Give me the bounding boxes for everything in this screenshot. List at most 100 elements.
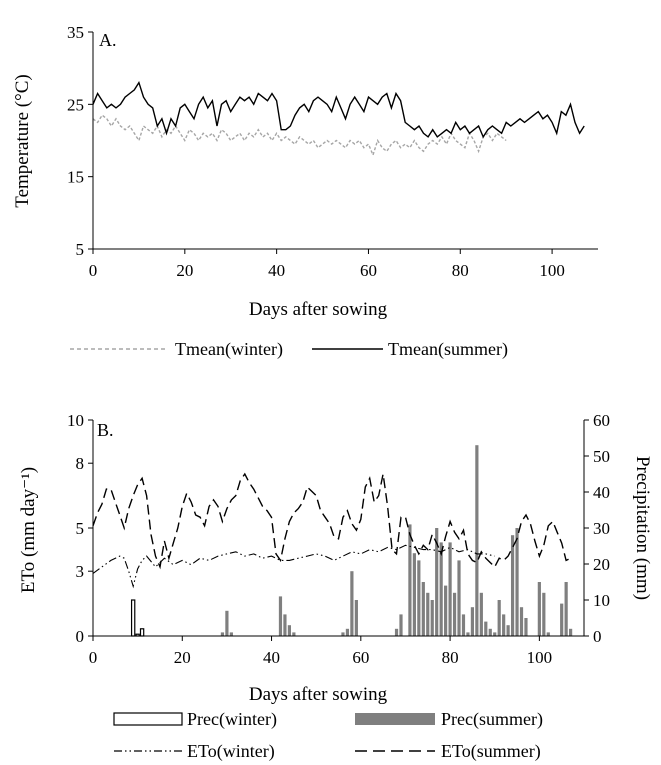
- x-tick-label: 60: [352, 648, 369, 667]
- y2-tick-label: 0: [593, 627, 602, 646]
- series-line-eto-winter: [92, 544, 495, 589]
- x-tick-label: 20: [176, 261, 193, 280]
- x-tick-label: 0: [89, 648, 98, 667]
- y2-tick-label: 50: [593, 447, 610, 466]
- x-tick-label: 0: [89, 261, 98, 280]
- bar-prec-summer: [220, 632, 225, 636]
- bar-prec-summer: [484, 621, 488, 636]
- x-tick-label: 60: [360, 261, 377, 280]
- bar-prec-summer: [542, 592, 546, 636]
- panel-b-series-layer: [92, 472, 571, 589]
- bar-prec-summer: [457, 560, 461, 636]
- bar-prec-winter: [130, 599, 136, 637]
- panel-b-x-axis-label: Days after sowing: [249, 684, 388, 705]
- bar-prec-summer: [524, 618, 528, 636]
- x-tick-label: 80: [452, 261, 469, 280]
- bar-prec-summer: [408, 524, 412, 636]
- bar-prec-summer: [488, 628, 492, 636]
- bar-prec-summer: [341, 632, 345, 636]
- bar-prec-summer: [479, 592, 483, 636]
- bar-prec-summer: [466, 632, 470, 636]
- bar-prec-summer: [287, 625, 291, 636]
- panel-a-x-ticks: 0 20 40 60 80 100: [89, 249, 565, 280]
- x-tick-label: 20: [174, 648, 191, 667]
- y2-tick-label: 60: [593, 411, 610, 430]
- panel-a-label: A.: [99, 30, 117, 50]
- bar-prec-summer: [283, 614, 287, 636]
- panel-a-x-axis-label: Days after sowing: [249, 299, 388, 320]
- bar-prec-summer: [560, 603, 564, 636]
- bar-prec-summer: [229, 632, 233, 636]
- y-tick-label: 3: [76, 562, 85, 581]
- bar-prec-summer: [292, 632, 296, 636]
- panel-b-right-y-axis-label: Precipitation (mm): [632, 456, 653, 600]
- bar-prec-summer: [354, 600, 358, 636]
- panel-b-legend: Prec(winter) Prec(summer) ETo(winter) ET…: [113, 709, 543, 762]
- panel-a-y-axis-label: Temperature (°C): [12, 74, 33, 207]
- panel-b-eto-precipitation-chart: 0 3 5 8 10 0 10 20 30 40 50 60 0 20 40 60 80 100 B. ETo…: [18, 411, 653, 762]
- panel-b-left-y-ticks: 0 3 5 8 10: [67, 411, 93, 646]
- panel-a-temperature-chart: 5 15 25 35 0 20 40 60 80 100 A. Temperature (°C)…: [12, 23, 598, 360]
- bar-prec-summer: [519, 607, 524, 636]
- panel-b-bars-layer: [130, 445, 573, 637]
- panel-b-right-y-ticks: 0 10 20 30 40 50 60: [584, 411, 610, 646]
- panel-b-x-ticks: 0 20 40 60 80 100: [89, 636, 552, 667]
- bar-prec-summer: [435, 528, 439, 636]
- bar-prec-summer: [461, 614, 466, 636]
- bar-prec-summer: [510, 535, 515, 636]
- x-tick-label: 100: [527, 648, 553, 667]
- bar-prec-summer: [564, 582, 568, 636]
- legend-label-eto-winter: ETo(winter): [187, 741, 275, 762]
- x-tick-label: 40: [268, 261, 285, 280]
- x-tick-label: 80: [442, 648, 459, 667]
- y-tick-label: 35: [67, 23, 84, 42]
- bar-prec-summer: [546, 632, 550, 636]
- bar-prec-summer: [452, 592, 457, 636]
- bar-prec-summer: [515, 528, 519, 636]
- legend-label-prec-summer: Prec(summer): [441, 709, 543, 730]
- y2-tick-label: 20: [593, 555, 610, 574]
- panel-a-series-layer: [92, 80, 585, 158]
- bar-prec-summer: [430, 600, 434, 636]
- legend-label-eto-summer: ETo(summer): [441, 741, 541, 762]
- y-tick-label: 0: [76, 627, 85, 646]
- bar-prec-summer: [345, 628, 350, 636]
- bar-prec-summer: [225, 610, 229, 636]
- bar-prec-summer: [448, 542, 452, 636]
- y-tick-label: 10: [67, 411, 84, 430]
- bar-prec-summer: [470, 607, 475, 636]
- y-tick-label: 5: [76, 240, 85, 259]
- bar-prec-summer: [421, 582, 425, 636]
- bar-prec-summer: [399, 614, 403, 636]
- bar-prec-summer: [439, 542, 443, 636]
- bar-prec-summer: [278, 596, 283, 636]
- y-tick-label: 15: [67, 168, 84, 187]
- bar-prec-summer: [394, 628, 399, 636]
- series-line-tmean-summer: [92, 80, 585, 139]
- bar-prec-summer: [417, 560, 421, 636]
- bar-prec-summer: [426, 592, 430, 636]
- bar-prec-summer: [537, 582, 541, 636]
- legend-swatch-prec-winter: [113, 712, 183, 726]
- bar-prec-summer: [506, 625, 510, 636]
- legend-label-tmean-summer: Tmean(summer): [388, 339, 508, 360]
- y-tick-label: 5: [76, 519, 85, 538]
- y2-tick-label: 30: [593, 519, 610, 538]
- panel-a-y-ticks: 5 15 25 35: [67, 23, 93, 259]
- y2-tick-label: 10: [593, 591, 610, 610]
- legend-swatch-prec-summer: [355, 713, 435, 725]
- legend-label-prec-winter: Prec(winter): [187, 709, 277, 730]
- y-tick-label: 8: [76, 454, 85, 473]
- panel-a-legend: Tmean(winter) Tmean(summer): [70, 339, 508, 360]
- x-tick-label: 40: [263, 648, 280, 667]
- bar-prec-winter: [139, 628, 145, 637]
- series-line-tmean-winter: [92, 114, 507, 158]
- y2-tick-label: 40: [593, 483, 610, 502]
- bar-prec-summer: [475, 445, 479, 636]
- y-tick-label: 25: [67, 95, 84, 114]
- bar-prec-summer: [444, 585, 448, 636]
- legend-label-tmean-winter: Tmean(winter): [175, 339, 283, 360]
- x-tick-label: 100: [539, 261, 565, 280]
- bar-prec-summer: [502, 614, 506, 636]
